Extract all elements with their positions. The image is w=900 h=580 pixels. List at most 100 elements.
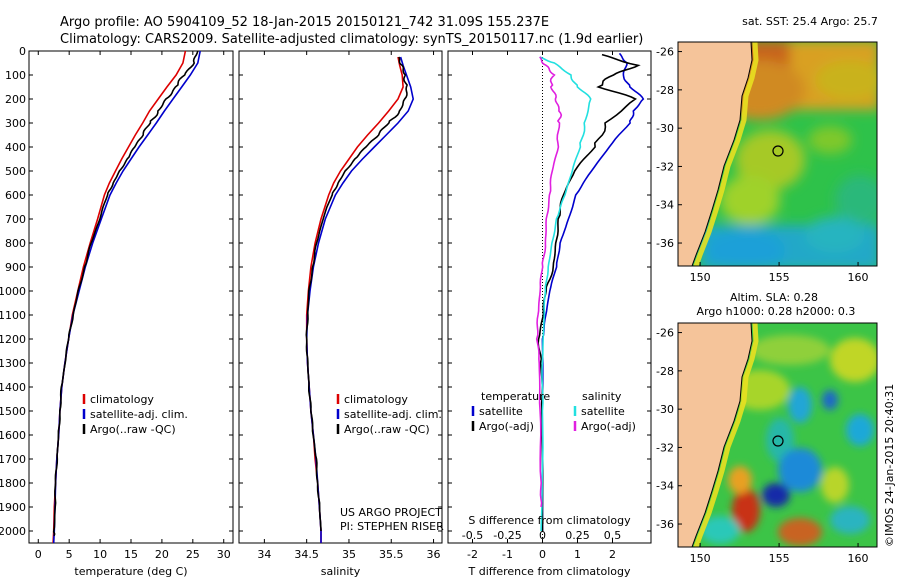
argo-float-marker-2 [772, 435, 784, 447]
salinity-profile-panel: 34 34.5 35 35.5 36 salinity climatology satelli… [238, 50, 444, 578]
australia-coast-land-2 [678, 323, 753, 547]
map-y-tick-label: -26 [656, 327, 674, 340]
y-tick-label: 600 [5, 189, 26, 202]
legend-label: satellite-adj. clim. [90, 408, 188, 421]
australia-coast-land [678, 42, 753, 266]
x-tick-label: 35 [342, 548, 356, 561]
y-tick-label: 1400 [0, 381, 26, 394]
y-tick-label: 1200 [0, 333, 26, 346]
y-tick-label: 2000 [0, 525, 26, 538]
x-tick-label: 30 [217, 548, 231, 561]
x-tick-label: 5 [66, 548, 73, 561]
argo-temperature-line [52, 50, 199, 537]
y-tick-label: 100 [5, 69, 26, 82]
legend-label: Argo(-adj) [581, 420, 636, 433]
x-tick-label: 25 [186, 548, 200, 561]
map-y-tick-label: -26 [656, 46, 674, 59]
legend-header-salinity: salinity [582, 390, 622, 403]
y-tick-label: 1000 [0, 285, 26, 298]
x-tick-label: 2 [609, 548, 616, 561]
legend-label: climatology [344, 393, 408, 406]
y-tick-label: 500 [5, 165, 26, 178]
sla-field [700, 335, 877, 546]
satellite-salinity-diff-line [539, 56, 592, 532]
imos-credit: ©IMOS 24-Jan-2015 20:40:31 [883, 384, 896, 547]
argo-salinity-line [305, 56, 408, 532]
sst-map-panel: sat. SST: 25.4 Argo: 25.7 150 155 160-26- [656, 15, 878, 284]
map-x-tick-label: 160 [848, 552, 869, 565]
x-tick-label: -2 [467, 548, 478, 561]
y-tick-label: 900 [5, 261, 26, 274]
x-tick-label: 1 [574, 548, 581, 561]
y-tick-label: 1500 [0, 405, 26, 418]
secondary-x-axis-label: S difference from climatology [468, 514, 631, 527]
map-x-tick-label: 150 [690, 271, 711, 284]
map-y-tick-label: -36 [656, 237, 674, 250]
x-tick-label: 0 [539, 548, 546, 561]
map-y-tick-label: -30 [656, 122, 674, 135]
y-tick-label: 700 [5, 213, 26, 226]
sla-map-frame [677, 322, 878, 548]
argo-float-marker [772, 145, 784, 157]
y-tick-label: 200 [5, 93, 26, 106]
secondary-x-tick-label: -0.5 [462, 529, 483, 542]
y-tick-label: 1100 [0, 309, 26, 322]
satellite-temperature-diff-line [541, 52, 645, 531]
legend-label: Argo(..raw -QC) [344, 423, 430, 436]
legend-label: Argo(-adj) [479, 420, 534, 433]
map-y-tick-label: -34 [656, 199, 674, 212]
x-tick-label: 36 [427, 548, 441, 561]
legend-label: satellite [581, 405, 625, 418]
map-y-tick-label: -30 [656, 403, 674, 416]
legend-label: Argo(..raw -QC) [90, 423, 176, 436]
map-x-tick-label: 155 [769, 552, 790, 565]
x-axis-label: T difference from climatology [468, 565, 631, 578]
x-tick-label: 0 [35, 548, 42, 561]
x-tick-label: 20 [155, 548, 169, 561]
map-y-tick-label: -34 [656, 480, 674, 493]
x-tick-label: 34 [257, 548, 271, 561]
map-x-tick-label: 155 [769, 271, 790, 284]
y-tick-label: 1800 [0, 477, 26, 490]
plot-frame [28, 50, 234, 544]
temperature-profile-panel: 0 5 10 15 20 25 300100200300400500600700800900… [0, 45, 234, 578]
sla-map-subtitle: Argo h1000: 0.28 h2000: 0.3 [697, 305, 856, 318]
secondary-x-tick-label: 0.25 [565, 529, 590, 542]
x-axis-label: salinity [321, 565, 361, 578]
legend-label: climatology [90, 393, 154, 406]
argo-salinity-diff-line [535, 56, 563, 508]
figure-subtitle: Climatology: CARS2009. Satellite-adjuste… [60, 32, 643, 47]
secondary-x-tick-label: 0 [539, 529, 546, 542]
legend-header-temperature: temperature [481, 390, 550, 403]
sla-map-title: Altim. SLA: 0.28 [730, 291, 818, 304]
secondary-x-tick-label: -0.25 [493, 529, 521, 542]
secondary-x-tick-label: 0.5 [604, 529, 622, 542]
y-tick-label: 300 [5, 117, 26, 130]
y-tick-label: 1300 [0, 357, 26, 370]
x-tick-label: 15 [124, 548, 138, 561]
y-tick-label: 800 [5, 237, 26, 250]
pi-credit: PI: STEPHEN RISER [340, 520, 444, 533]
shelf-edge-band [693, 42, 759, 266]
sla-map-panel: Altim. SLA: 0.28 Argo h1000: 0.28 h2000:… [656, 291, 878, 565]
y-tick-label: 0 [19, 45, 26, 58]
x-tick-label: 34.5 [294, 548, 319, 561]
y-tick-label: 1900 [0, 501, 26, 514]
sst-map-frame [677, 41, 878, 267]
map-y-tick-label: -28 [656, 365, 674, 378]
map-x-tick-label: 150 [690, 552, 711, 565]
sst-map-title: sat. SST: 25.4 Argo: 25.7 [742, 15, 878, 28]
x-tick-label: 10 [93, 548, 107, 561]
plot-frame [238, 50, 443, 544]
figure-title: Argo profile: AO 5904109_52 18-Jan-2015 … [60, 15, 549, 30]
x-tick-label: 35.5 [379, 548, 404, 561]
project-credit: US ARGO PROJECT [340, 506, 442, 519]
map-y-tick-label: -32 [656, 160, 674, 173]
legend-label: satellite [479, 405, 523, 418]
difference-profile-panel: -2 -1 0 1 2 T difference from climatology S di… [447, 50, 652, 578]
x-tick-label: -1 [502, 548, 513, 561]
legend-label: satellite-adj. clim. [344, 408, 442, 421]
map-y-tick-label: -32 [656, 441, 674, 454]
map-y-tick-label: -36 [656, 518, 674, 531]
